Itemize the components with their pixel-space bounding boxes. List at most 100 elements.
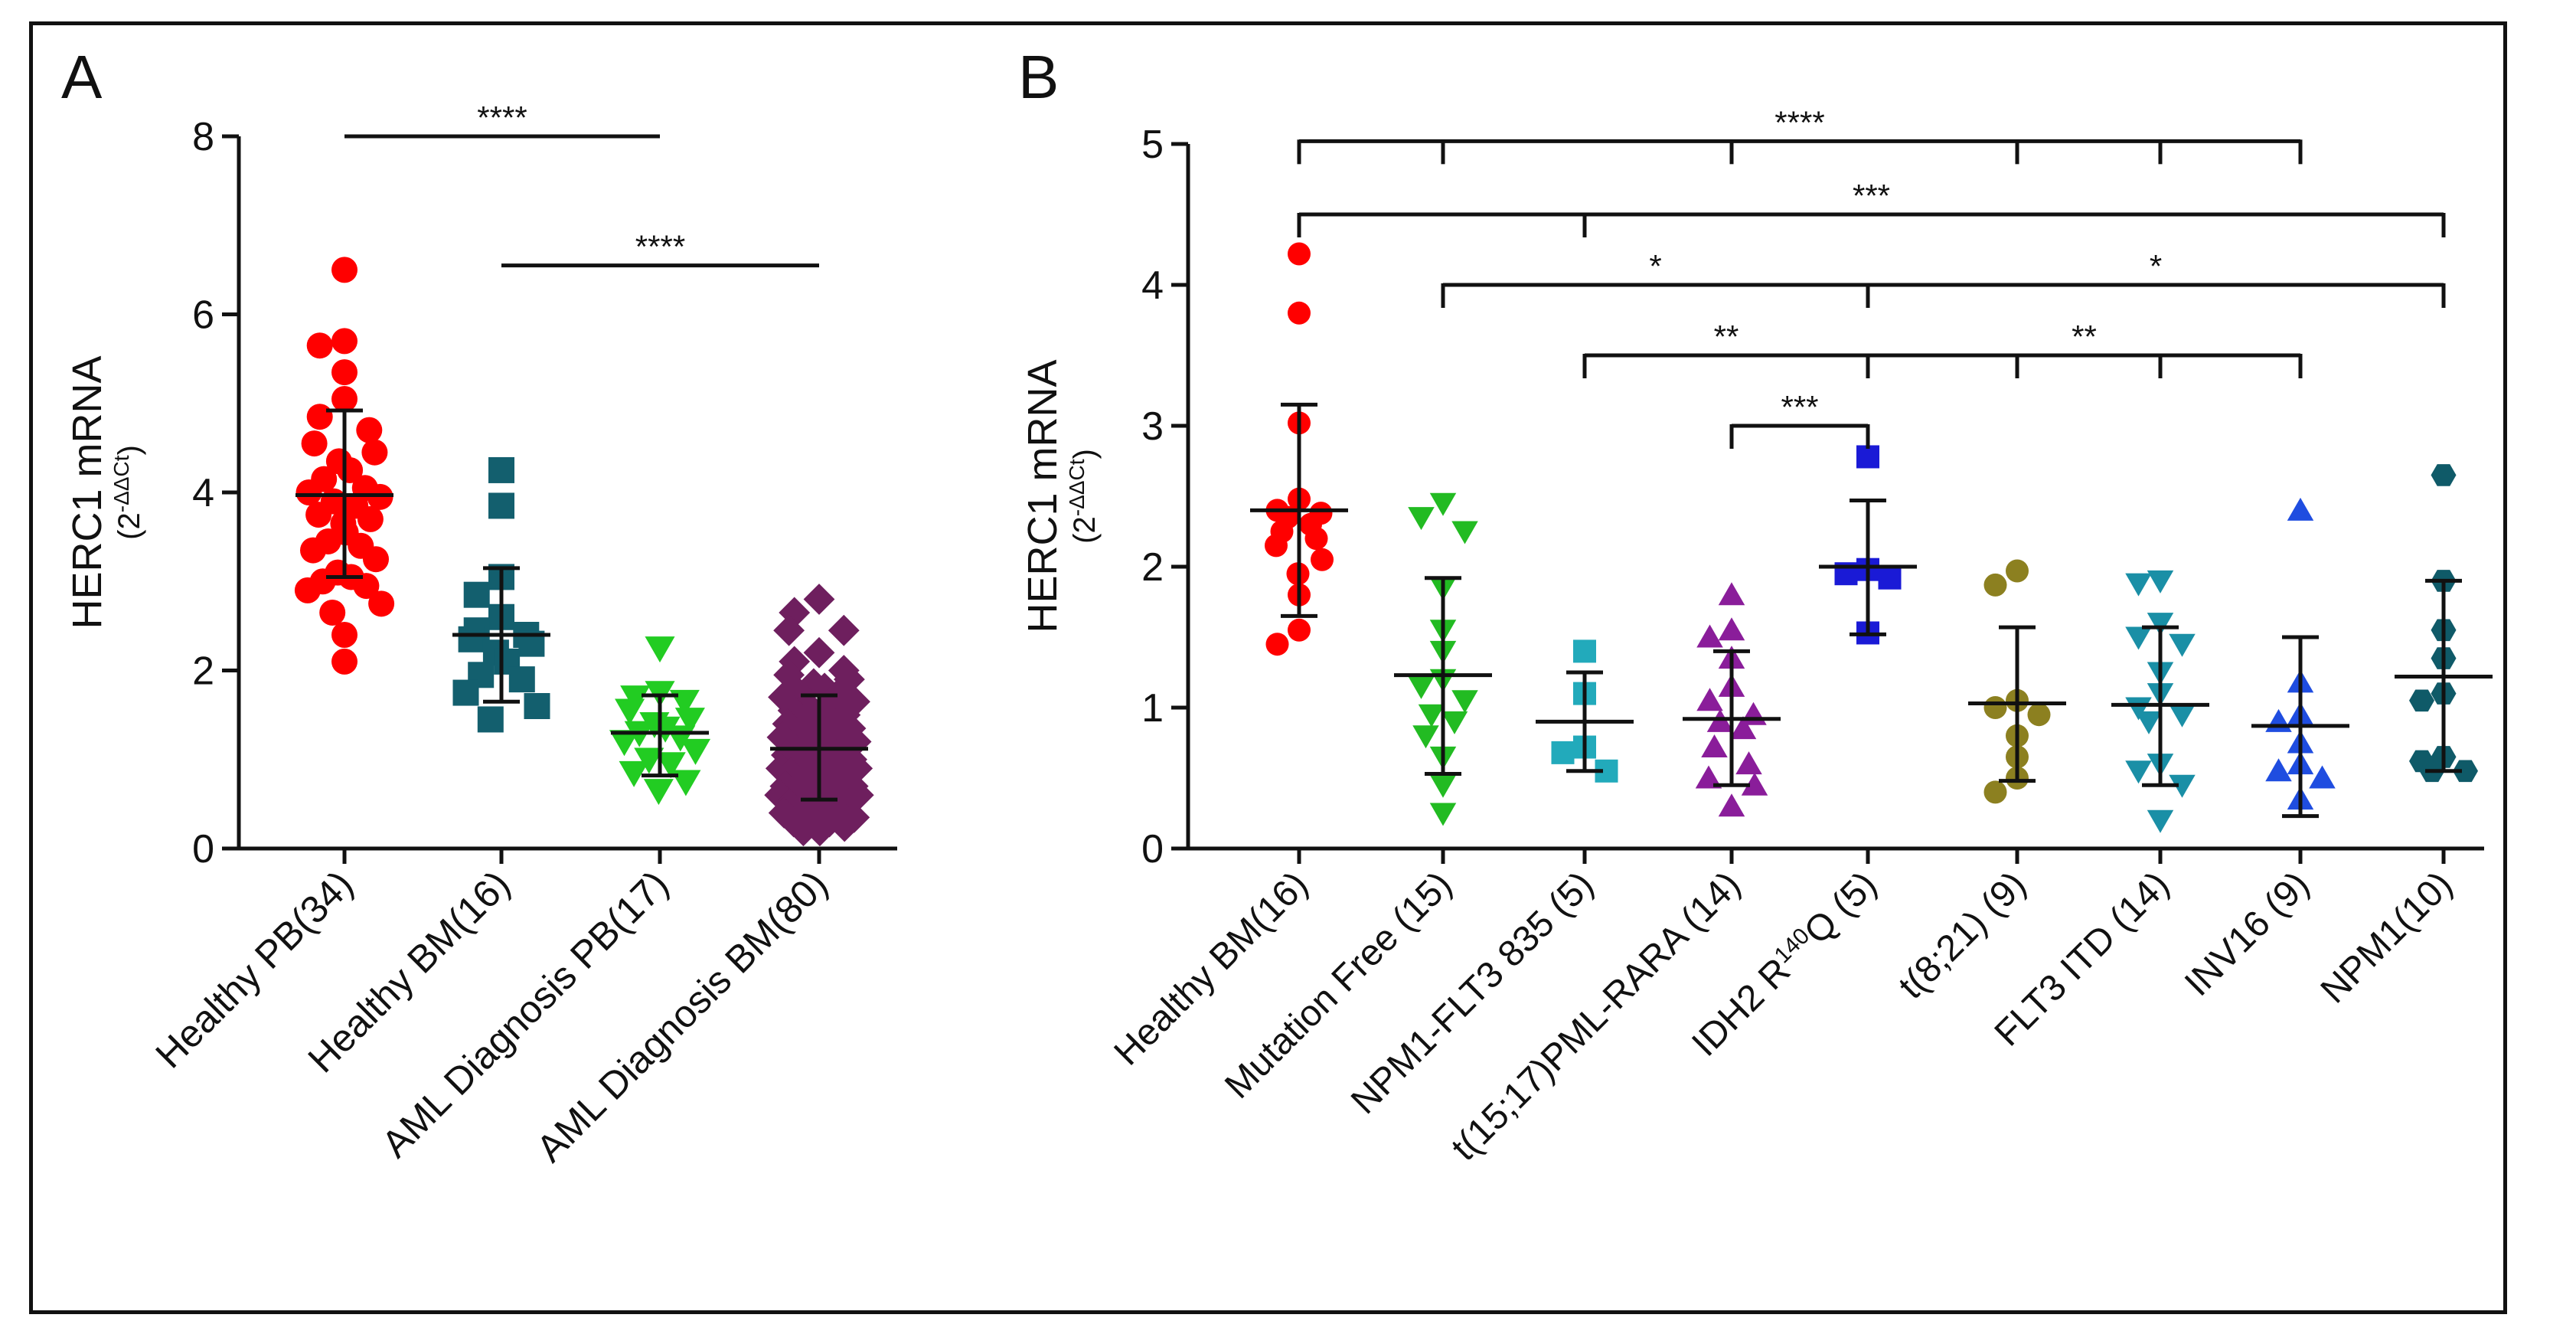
y-tick-label: 0 xyxy=(192,827,214,871)
data-point xyxy=(655,752,686,779)
data-point xyxy=(650,716,681,743)
data-point xyxy=(1695,765,1722,789)
data-point xyxy=(1288,242,1311,266)
data-point xyxy=(634,747,664,774)
data-point xyxy=(643,779,674,806)
data-point xyxy=(619,760,649,787)
data-point xyxy=(1441,711,1468,734)
significance-stars: *** xyxy=(1853,178,1890,214)
data-point xyxy=(803,636,835,669)
data-point xyxy=(357,505,384,532)
data-point xyxy=(300,537,326,564)
data-point xyxy=(1288,618,1311,642)
data-point xyxy=(2147,809,2174,833)
data-point xyxy=(1408,675,1435,699)
y-tick-label: 4 xyxy=(192,471,214,515)
x-tick-label: NPM1-FLT3 835 (5) xyxy=(1344,864,1601,1122)
data-point xyxy=(1696,624,1723,648)
data-point xyxy=(828,614,860,646)
data-point xyxy=(1451,521,1478,544)
data-point xyxy=(2125,626,2152,650)
data-point xyxy=(1551,741,1575,764)
x-tick-label: AML Diagnosis BM(80) xyxy=(528,862,836,1170)
data-point xyxy=(524,693,550,719)
x-tick-label: NPM1(10) xyxy=(2313,864,2460,1011)
data-point xyxy=(2287,497,2314,521)
data-point xyxy=(356,417,383,443)
panel-label-a: A xyxy=(61,43,103,111)
significance-stars: ** xyxy=(1714,319,1739,355)
data-point xyxy=(1573,639,1596,663)
data-point xyxy=(2265,758,2292,782)
data-point xyxy=(645,636,675,663)
data-point xyxy=(477,706,504,733)
data-point xyxy=(2147,613,2174,636)
data-point xyxy=(1696,688,1723,711)
data-point xyxy=(331,257,358,283)
data-point xyxy=(2169,633,2196,657)
data-point xyxy=(1408,507,1435,531)
data-point xyxy=(2125,573,2152,597)
data-point xyxy=(680,738,711,765)
data-point xyxy=(488,492,514,519)
data-point xyxy=(803,584,835,615)
data-point xyxy=(363,546,389,573)
data-point xyxy=(1856,445,1879,469)
data-point xyxy=(1418,704,1445,728)
y-tick-label: 3 xyxy=(1141,404,1164,449)
data-point xyxy=(488,456,514,483)
data-point xyxy=(331,622,358,648)
data-point xyxy=(620,685,651,712)
data-point xyxy=(368,590,395,617)
data-point xyxy=(294,577,321,603)
data-point xyxy=(1701,734,1728,758)
data-point xyxy=(1412,725,1439,749)
y-tick-label: 6 xyxy=(192,293,214,338)
figure-frame xyxy=(29,21,2507,1314)
data-point xyxy=(1288,301,1311,325)
data-point xyxy=(331,359,358,386)
data-point xyxy=(2027,703,2051,727)
data-point xyxy=(1735,751,1762,775)
significance-stars: **** xyxy=(477,100,527,136)
data-point xyxy=(1429,774,1457,798)
data-point xyxy=(1311,548,1334,571)
significance-stars: **** xyxy=(1774,104,1824,140)
data-point xyxy=(1718,582,1745,606)
data-point xyxy=(2125,760,2152,784)
data-point xyxy=(1878,566,1902,590)
significance-stars: **** xyxy=(635,229,685,265)
significance-stars: ** xyxy=(2072,319,2097,355)
data-point xyxy=(808,672,841,705)
data-point xyxy=(674,708,705,734)
data-point xyxy=(331,328,358,355)
data-point xyxy=(1729,716,1757,740)
y-axis-sublabel: (2-ΔΔCt) xyxy=(1065,449,1102,544)
y-tick-label: 1 xyxy=(1141,686,1164,731)
data-point xyxy=(1429,492,1457,516)
data-point xyxy=(1983,780,2007,804)
data-point xyxy=(834,663,865,695)
data-point xyxy=(2169,774,2196,798)
data-point xyxy=(2135,711,2163,734)
data-point xyxy=(1265,534,1288,558)
data-point xyxy=(671,770,701,796)
data-point xyxy=(319,599,346,626)
x-tick-label: t(8;21) (9) xyxy=(1891,864,2033,1006)
data-point xyxy=(828,810,860,842)
data-point xyxy=(2265,708,2292,732)
data-point xyxy=(609,730,640,757)
data-point xyxy=(458,626,485,652)
data-point xyxy=(788,815,819,847)
data-point xyxy=(766,721,798,754)
data-point xyxy=(2453,760,2478,783)
data-point xyxy=(1304,527,1328,551)
significance-stars: *** xyxy=(1781,389,1818,425)
data-point xyxy=(305,502,332,528)
data-point xyxy=(2169,704,2196,728)
y-tick-label: 2 xyxy=(192,649,214,694)
data-point xyxy=(773,659,805,691)
y-axis-label: HERC1 mRNA xyxy=(1020,359,1066,633)
